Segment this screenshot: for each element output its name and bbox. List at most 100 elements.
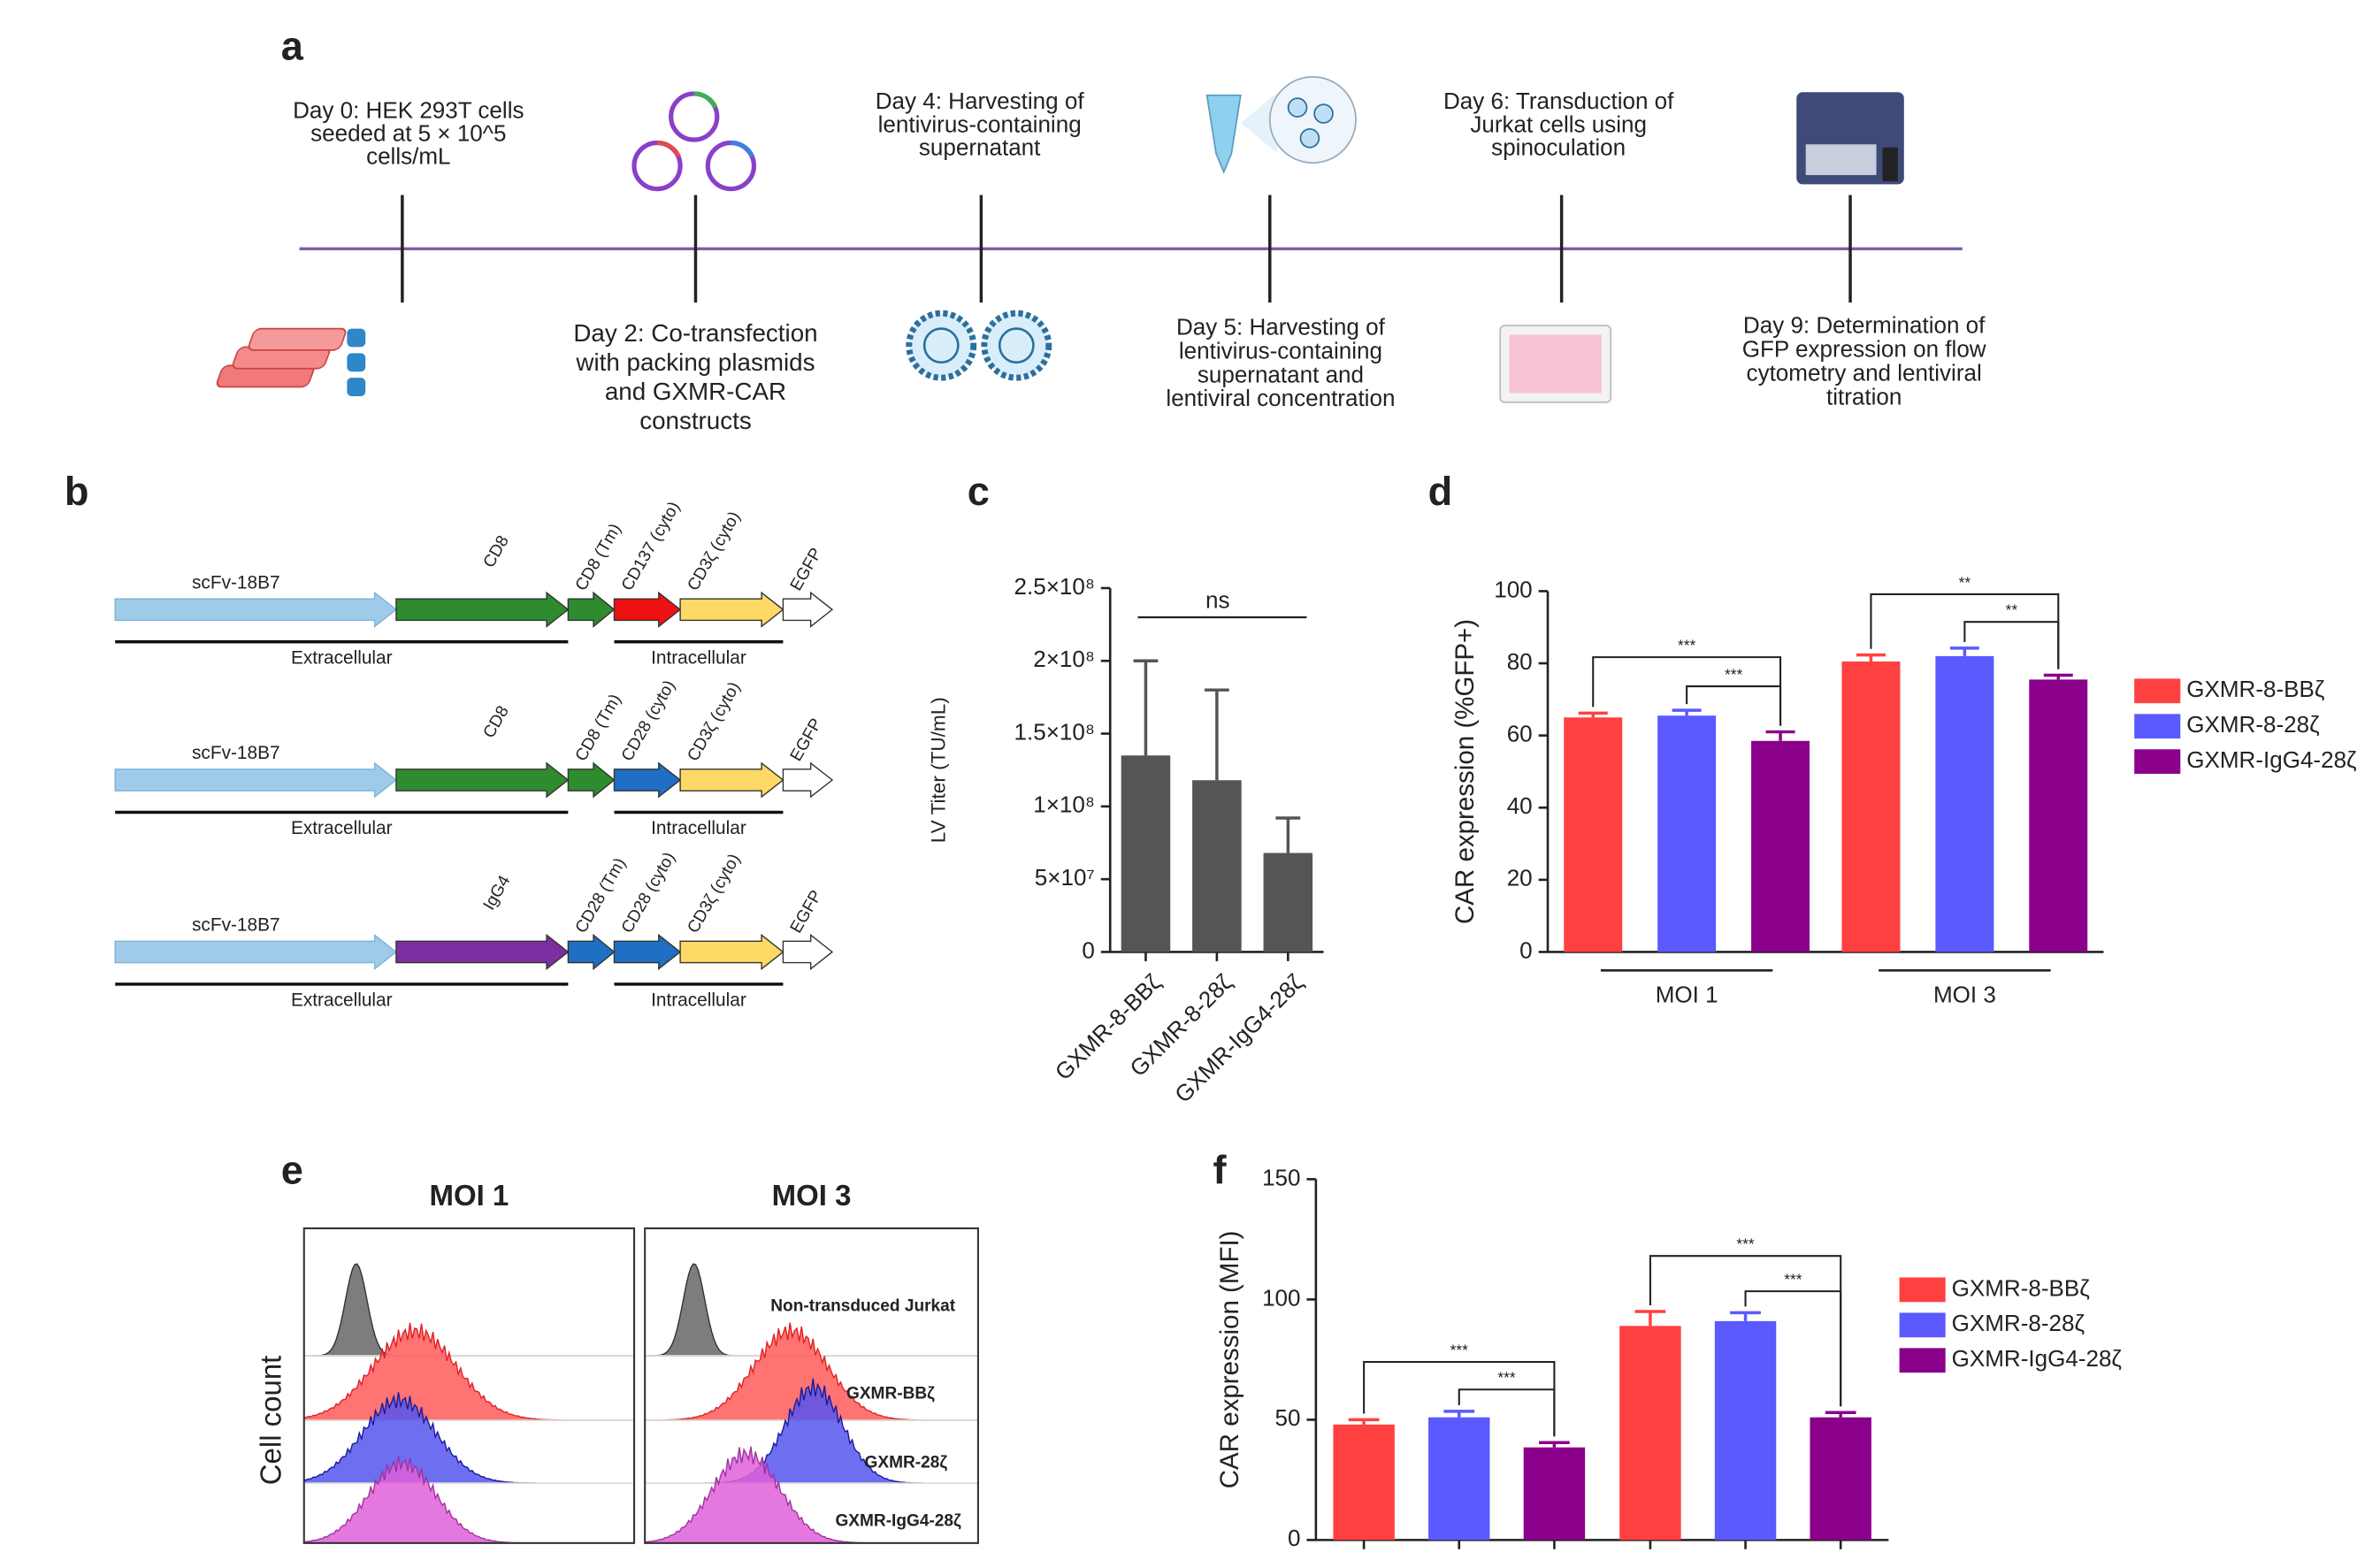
segment-label: scFv-18B7	[192, 914, 280, 935]
panel-letter: e	[281, 1147, 303, 1192]
significance-label: ***	[1784, 1271, 1802, 1289]
bar	[1751, 740, 1810, 952]
timeline-label: seeded at 5 × 10^5	[310, 120, 506, 147]
bar	[1935, 655, 1994, 952]
flow-box	[302, 1227, 636, 1544]
significance-label: **	[1959, 573, 1971, 591]
flow-label: Non-transduced Jurkat	[770, 1297, 955, 1316]
segment-label: scFv-18B7	[192, 572, 280, 593]
significance-label: ***	[1736, 1235, 1755, 1253]
timeline-label: cells/mL	[366, 143, 450, 170]
y-tick-label: 100	[1262, 1284, 1300, 1311]
error-bar	[1133, 659, 1159, 756]
legend-label: GXMR-8-BBζ	[1952, 1274, 2090, 1301]
construct-segment	[114, 761, 398, 799]
significance-label: **	[2006, 601, 2018, 619]
legend-swatch	[2134, 749, 2181, 775]
construct-segment	[395, 933, 570, 970]
error-bar	[1730, 1311, 1761, 1321]
significance-label: ***	[1678, 637, 1696, 654]
bar	[1810, 1417, 1871, 1541]
error-bar	[1204, 688, 1229, 781]
region-label: Intracellular	[651, 990, 746, 1011]
x-tick-label: MOI 3	[1933, 982, 1996, 1008]
timeline-label: GFP expression on flow	[1742, 336, 1986, 363]
bar	[2029, 679, 2088, 952]
significance-label: ***	[1450, 1341, 1469, 1358]
bar	[1333, 1424, 1395, 1541]
bar	[1564, 717, 1623, 952]
error-bar	[1443, 1410, 1475, 1418]
legend-label: GXMR-IgG4-28ζ	[1952, 1345, 2122, 1372]
construct-segment	[679, 761, 784, 799]
legend-swatch	[2134, 678, 2181, 704]
construct-segment	[613, 591, 682, 628]
x-tick-label: MOI 1	[1656, 982, 1718, 1008]
construct-segment	[613, 933, 682, 970]
flask-icon	[216, 327, 366, 396]
construct-segment	[567, 761, 616, 799]
y-tick-label: 100	[1494, 576, 1532, 602]
error-bar	[1825, 1411, 1856, 1418]
bar	[1523, 1447, 1586, 1541]
legend-swatch	[2134, 714, 2181, 739]
timeline-label: Day 5: Harvesting of	[1176, 313, 1386, 340]
y-axis-label: CAR expression (%GFP+)	[1450, 619, 1480, 924]
y-tick-label: 2.5×10⁸	[1014, 573, 1095, 600]
construct-segment	[114, 591, 398, 628]
cytometer-icon	[1796, 92, 1904, 185]
panel-letter: d	[1428, 469, 1453, 514]
construct-segment	[567, 933, 616, 971]
timeline-label: cytometry and lentiviral	[1747, 360, 1982, 386]
timeline-label: lentivirus-containing	[1179, 337, 1382, 363]
tube-dish-icon	[1205, 75, 1357, 174]
legend-label: GXMR-8-28ζ	[1952, 1310, 2085, 1336]
timeline-label: Day 0: HEK 293T cells	[293, 97, 524, 124]
y-tick-label: 60	[1507, 721, 1533, 747]
bar	[1192, 780, 1242, 952]
y-tick-label: 0	[1288, 1525, 1300, 1551]
significance-bracket	[1686, 685, 1782, 726]
significance-bracket	[1963, 621, 2060, 669]
timeline-label: Day 6: Transduction of	[1443, 88, 1674, 114]
y-tick-label: 80	[1507, 648, 1533, 675]
flow-label: GXMR-28ζ	[865, 1454, 948, 1472]
error-bar	[1856, 653, 1886, 662]
bar	[1263, 853, 1313, 952]
construct-segment	[782, 933, 834, 970]
construct-segment	[567, 591, 616, 628]
timeline-label: titration	[1826, 383, 1902, 409]
panel-letter: a	[281, 24, 304, 69]
flow-y-label: Cell count	[255, 1356, 287, 1486]
flow-column-title: MOI 3	[772, 1179, 852, 1212]
panel-letter: b	[65, 469, 89, 514]
legend-swatch	[1899, 1348, 1946, 1373]
timeline-label: supernatant and	[1198, 361, 1364, 387]
legend-label: GXMR-8-BBζ	[2186, 676, 2324, 702]
segment-label: scFv-18B7	[192, 743, 280, 763]
timeline-label: spinoculation	[1491, 134, 1626, 160]
timeline-label: and GXMR-CAR	[605, 378, 786, 405]
construct-segment	[782, 591, 834, 628]
plate-icon	[1499, 325, 1612, 403]
y-tick-label: 50	[1275, 1404, 1301, 1431]
bar	[1121, 755, 1171, 952]
construct-segment	[613, 761, 682, 799]
y-tick-label: 2×10⁸	[1033, 646, 1095, 672]
y-tick-label: 20	[1507, 865, 1533, 891]
error-bar	[2043, 673, 2073, 680]
region-label: Extracellular	[291, 647, 393, 668]
flow-box	[644, 1227, 979, 1544]
error-bar	[1949, 646, 1979, 656]
construct-segment	[679, 591, 784, 628]
y-tick-label: 5×10⁷	[1035, 864, 1095, 891]
error-bar	[1634, 1310, 1666, 1327]
bar	[1428, 1417, 1490, 1541]
construct-segment	[679, 933, 784, 970]
significance-bracket	[1744, 1290, 1842, 1407]
legend-label: GXMR-IgG4-28ζ	[2186, 746, 2356, 773]
y-axis-label: LV Titer (TU/mL)	[927, 697, 949, 843]
flow-label: GXMR-BBζ	[846, 1384, 935, 1403]
y-tick-label: 150	[1262, 1164, 1300, 1190]
